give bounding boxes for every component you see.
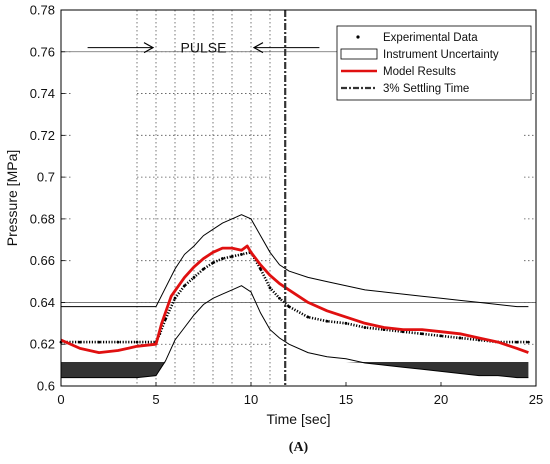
experimental-point: [325, 319, 329, 323]
x-tick-label: 0: [57, 392, 64, 407]
experimental-point: [221, 257, 224, 260]
experimental-point: [458, 336, 462, 340]
y-tick-label: 0.64: [30, 295, 55, 310]
experimental-point: [306, 315, 310, 319]
x-tick-label: 25: [529, 392, 543, 407]
experimental-point: [344, 321, 348, 325]
legend-label-settling: 3% Settling Time: [383, 83, 469, 95]
series-lines: [59, 214, 530, 379]
model-results-line: [60, 244, 529, 355]
y-tick-label: 0.76: [30, 44, 55, 59]
experimental-point: [363, 326, 367, 329]
y-tick-label: 0.62: [30, 337, 55, 352]
experimental-point: [278, 296, 281, 300]
experimental-point: [230, 255, 234, 258]
pulse-annotation: PULSE: [87, 40, 320, 56]
experimental-point: [211, 261, 215, 265]
experimental-point: [135, 340, 139, 344]
experimental-point: [420, 332, 424, 336]
experimental-point: [183, 284, 186, 288]
legend-label-uncertainty: Instrument Uncertainty: [383, 49, 499, 61]
experimental-point: [173, 296, 177, 300]
experimental-point: [240, 253, 243, 256]
experimental-point: [192, 275, 196, 279]
uncertainty-lower-line: [61, 285, 529, 379]
legend-label-model: Model Results: [383, 66, 456, 78]
legend: Experimental Data Instrument Uncertainty…: [336, 25, 532, 101]
y-tick-label: 0.72: [30, 128, 55, 143]
experimental-point: [287, 305, 291, 309]
y-tick-labels: 0.6 0.62 0.64 0.66 0.68 0.7 0.72 0.74 0.76 0.78: [30, 3, 65, 394]
lower-dark-band: [61, 361, 529, 378]
experimental-point: [268, 286, 272, 290]
x-tick-label: 5: [152, 392, 159, 407]
pulse-arrow-left-head: [143, 42, 155, 54]
y-tick-label: 0.66: [30, 253, 55, 268]
grid-lines: [61, 10, 536, 386]
experimental-point: [439, 334, 443, 338]
y-tick-label: 0.78: [30, 3, 55, 18]
panel-label: (A): [289, 440, 309, 455]
legend-label-experimental: Experimental Data: [383, 32, 478, 44]
x-axis-label: Time [sec]: [266, 411, 330, 427]
y-tick-label: 0.6: [37, 379, 55, 394]
plot-frame: [60, 9, 537, 387]
experimental-point: [78, 340, 82, 344]
y-tick-label: 0.7: [37, 170, 55, 185]
uncertainty-upper-line: [61, 214, 529, 308]
y-tick-label: 0.74: [30, 86, 55, 101]
x-tick-label: 20: [434, 392, 448, 407]
x-tick-label: 15: [339, 392, 353, 407]
experimental-point: [97, 340, 101, 344]
pulse-label: PULSE: [181, 40, 227, 56]
x-tick-labels: 0 5 10 15 20 25: [57, 382, 543, 407]
experimental-point: [259, 267, 262, 271]
y-tick-label: 0.68: [30, 211, 55, 226]
y-axis-label: Pressure [MPa]: [4, 150, 20, 246]
experimental-point: [515, 340, 519, 344]
legend-symbol-experimental: [356, 35, 360, 39]
experimental-point: [116, 340, 120, 344]
x-tick-label: 10: [244, 392, 258, 407]
legend-symbol-uncertainty: [340, 48, 378, 60]
experimental-point: [527, 340, 530, 344]
experimental-point: [202, 267, 205, 271]
uncertainty-band: [61, 361, 529, 378]
pulse-arrow-right-head: [252, 42, 264, 54]
